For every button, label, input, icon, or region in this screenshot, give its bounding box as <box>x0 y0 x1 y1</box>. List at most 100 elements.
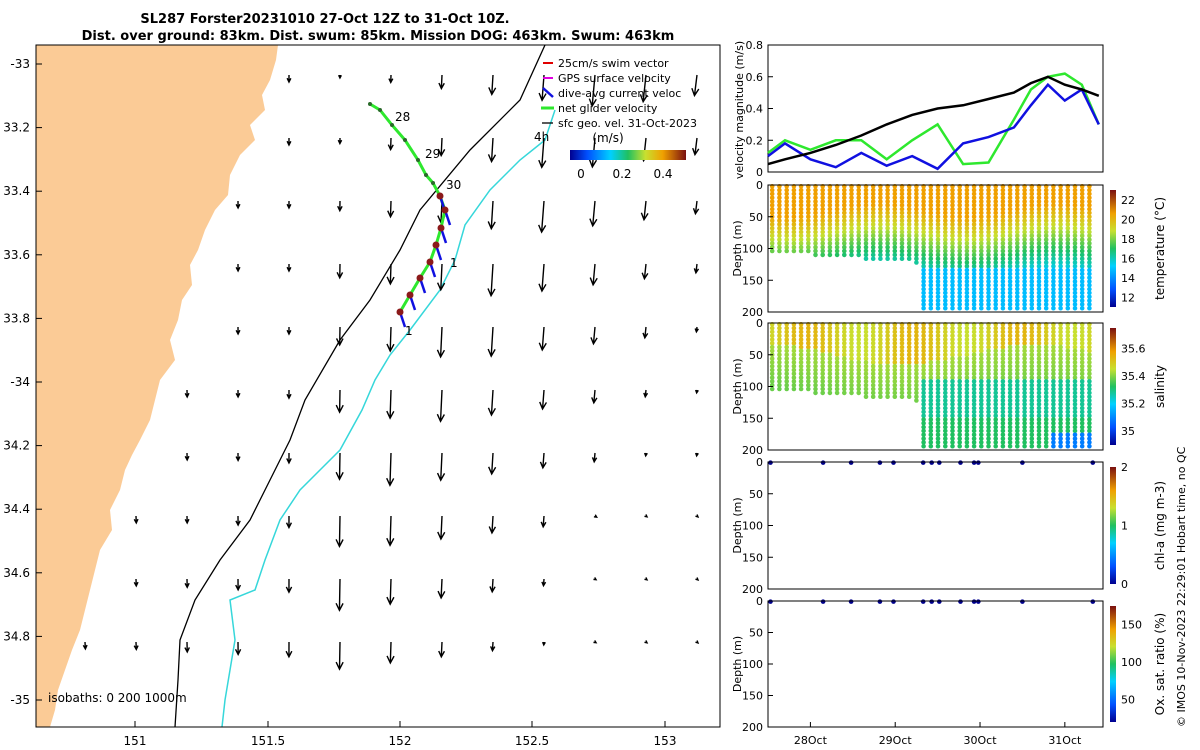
profile-dot <box>1051 267 1056 273</box>
profile-dot <box>798 375 804 380</box>
profile-dot <box>921 386 926 392</box>
profile-dot <box>971 286 977 292</box>
profile-dot <box>906 344 912 350</box>
profile-dot <box>986 413 991 419</box>
profile-dot <box>813 203 818 208</box>
profile-dot <box>1065 302 1071 307</box>
profile-dot <box>935 337 941 342</box>
profile-dot <box>921 260 926 265</box>
profile-dot <box>921 333 926 339</box>
profile-dot <box>856 325 861 331</box>
profile-dot <box>892 199 898 204</box>
profile-dot <box>950 325 955 331</box>
profile-dot <box>1043 424 1049 430</box>
profile-dot <box>914 203 919 208</box>
profile-dot <box>827 344 833 350</box>
profile-dot <box>791 214 797 220</box>
profile-dot <box>957 413 962 419</box>
profile-dot <box>784 218 789 223</box>
velocity-series <box>767 75 1100 166</box>
profile-dot <box>928 394 934 400</box>
profile-dot <box>971 398 977 403</box>
depth-tick: 0 <box>756 595 763 608</box>
profile-dot <box>943 233 948 239</box>
profile-dot <box>1022 443 1027 449</box>
profile-dot <box>1000 344 1006 350</box>
profile-dot <box>950 371 955 377</box>
profile-dot <box>993 298 998 303</box>
profile-dot <box>1000 256 1006 262</box>
profile-dot <box>950 229 955 235</box>
profile-dot <box>964 305 970 311</box>
profile-dot <box>791 352 797 358</box>
profile-dot <box>1079 191 1085 197</box>
profile-dot <box>1000 214 1006 220</box>
profile-dot <box>769 203 775 208</box>
profile-dot <box>935 352 941 358</box>
profile-dot <box>971 428 977 434</box>
profile-dot <box>878 329 883 335</box>
profile-dot <box>1043 413 1049 419</box>
profile-dot <box>784 356 789 361</box>
profile-dot <box>986 421 991 426</box>
vel-arrow <box>489 578 496 594</box>
profile-dot <box>1087 271 1092 277</box>
profile-dot <box>943 390 948 396</box>
vel-arrow <box>133 641 139 652</box>
profile-dot <box>1007 417 1013 422</box>
profile-dot <box>1043 367 1049 373</box>
profile-dot <box>1007 218 1013 223</box>
profile-frame <box>767 600 1104 728</box>
profile-dot <box>784 210 789 216</box>
profile-dot <box>885 195 890 200</box>
profile-dot <box>921 405 926 411</box>
profile-dot <box>1051 379 1056 384</box>
profile-dot <box>935 214 941 220</box>
profile-dot <box>928 237 934 242</box>
profile-dot <box>1058 264 1063 269</box>
profile-dot <box>813 356 818 361</box>
profile-dot <box>950 363 955 369</box>
profile-dot <box>842 187 847 193</box>
profile-dot <box>1058 210 1063 216</box>
profile-dot <box>827 218 833 223</box>
profile-dot <box>1051 225 1056 231</box>
profile-dot <box>827 390 833 396</box>
colorbar-tick: 20 <box>1121 213 1135 226</box>
profile-dot <box>849 375 854 380</box>
profile-dot <box>1029 348 1035 354</box>
profile-dot <box>899 237 905 242</box>
profile-dot <box>906 210 912 216</box>
profile-dot <box>834 241 840 246</box>
profile-dot <box>1000 233 1006 239</box>
profile-dot <box>906 244 912 250</box>
profile-dot <box>1072 271 1078 277</box>
profile-dot <box>1036 440 1042 445</box>
profile-dot <box>863 390 869 396</box>
profile-dot <box>993 348 998 354</box>
profile-dot <box>1043 421 1049 426</box>
profile-dot <box>813 348 818 354</box>
profile-dot <box>1007 348 1013 354</box>
profile-dot <box>1022 275 1027 281</box>
profile-dot <box>928 402 934 407</box>
profile-dot <box>885 352 890 358</box>
profile-dot <box>1087 329 1092 335</box>
profile-dot <box>957 360 962 365</box>
profile-dot <box>1072 264 1078 269</box>
profile-dot <box>1072 286 1078 292</box>
profile-dot <box>1051 279 1056 284</box>
profile-dot <box>979 386 984 392</box>
profile-dot <box>1072 413 1078 419</box>
profile-dot <box>1029 279 1035 284</box>
profile-dot <box>777 203 782 208</box>
profile-dot <box>993 279 998 284</box>
profile-dot <box>1000 222 1006 227</box>
profile-dot <box>914 260 919 265</box>
profile-dot <box>1007 356 1013 361</box>
profile-dot <box>950 195 955 200</box>
profile-dot <box>935 356 941 361</box>
profile-dot <box>986 409 991 415</box>
profile-dot <box>798 195 804 200</box>
profile-dot <box>1029 252 1035 258</box>
